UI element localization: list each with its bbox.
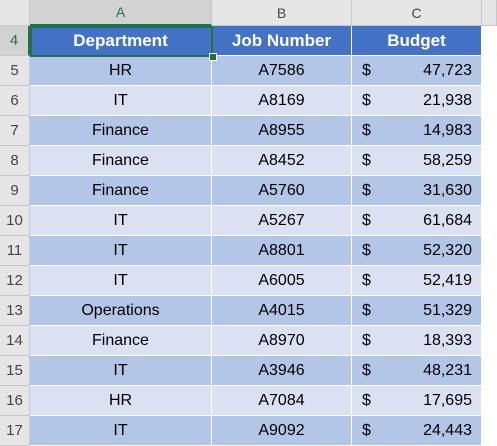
budget-amount: 47,723 <box>423 61 472 79</box>
row-header[interactable]: 7 <box>0 116 30 146</box>
table-cell[interactable]: Operations <box>30 296 212 326</box>
row-header[interactable]: 10 <box>0 206 30 236</box>
table-cell[interactable]: A8452 <box>212 146 352 176</box>
budget-amount: 18,393 <box>423 331 472 349</box>
fill-handle[interactable] <box>209 53 217 61</box>
currency-symbol: $ <box>362 361 371 379</box>
table-cell[interactable]: A5760 <box>212 176 352 206</box>
budget-amount: 61,684 <box>423 211 472 229</box>
table-cell[interactable]: A8955 <box>212 116 352 146</box>
currency-symbol: $ <box>362 421 371 439</box>
currency-symbol: $ <box>362 271 371 289</box>
table-cell[interactable]: A5267 <box>212 206 352 236</box>
currency-symbol: $ <box>362 211 371 229</box>
budget-amount: 21,938 <box>423 91 472 109</box>
table-cell[interactable]: Finance <box>30 116 212 146</box>
table-cell[interactable]: IT <box>30 236 212 266</box>
table-cell[interactable]: Finance <box>30 326 212 356</box>
table-cell[interactable]: Finance <box>30 176 212 206</box>
table-cell[interactable]: A6005 <box>212 266 352 296</box>
table-cell[interactable]: IT <box>30 416 212 446</box>
budget-amount: 17,695 <box>423 391 472 409</box>
table-cell[interactable]: IT <box>30 206 212 236</box>
budget-cell[interactable]: $24,443 <box>352 416 482 446</box>
row-header[interactable]: 15 <box>0 356 30 386</box>
table-cell[interactable]: A8801 <box>212 236 352 266</box>
column-header[interactable]: B <box>212 0 352 26</box>
table-cell[interactable]: HR <box>30 386 212 416</box>
budget-amount: 58,259 <box>423 151 472 169</box>
budget-cell[interactable]: $47,723 <box>352 56 482 86</box>
budget-amount: 51,329 <box>423 301 472 319</box>
budget-cell[interactable]: $51,329 <box>352 296 482 326</box>
budget-cell[interactable]: $21,938 <box>352 86 482 116</box>
currency-symbol: $ <box>362 151 371 169</box>
currency-symbol: $ <box>362 91 371 109</box>
row-header[interactable]: 5 <box>0 56 30 86</box>
row-header[interactable]: 4 <box>0 26 30 56</box>
row-header[interactable]: 9 <box>0 176 30 206</box>
budget-cell[interactable]: $61,684 <box>352 206 482 236</box>
currency-symbol: $ <box>362 331 371 349</box>
currency-symbol: $ <box>362 301 371 319</box>
budget-cell[interactable]: $52,320 <box>352 236 482 266</box>
table-cell[interactable]: A8169 <box>212 86 352 116</box>
budget-amount: 52,419 <box>423 271 472 289</box>
row-header[interactable]: 8 <box>0 146 30 176</box>
table-header[interactable]: Budget <box>352 26 482 56</box>
row-header[interactable]: 13 <box>0 296 30 326</box>
row-header[interactable]: 17 <box>0 416 30 446</box>
budget-cell[interactable]: $14,983 <box>352 116 482 146</box>
table-cell[interactable]: IT <box>30 86 212 116</box>
row-header[interactable]: 14 <box>0 326 30 356</box>
table-cell[interactable]: IT <box>30 266 212 296</box>
table-cell[interactable]: A7586 <box>212 56 352 86</box>
budget-cell[interactable]: $52,419 <box>352 266 482 296</box>
row-header[interactable]: 12 <box>0 266 30 296</box>
budget-amount: 52,320 <box>423 241 472 259</box>
budget-cell[interactable]: $58,259 <box>352 146 482 176</box>
currency-symbol: $ <box>362 391 371 409</box>
budget-cell[interactable]: $17,695 <box>352 386 482 416</box>
row-header[interactable]: 6 <box>0 86 30 116</box>
currency-symbol: $ <box>362 61 371 79</box>
table-cell[interactable]: IT <box>30 356 212 386</box>
column-header[interactable]: C <box>352 0 482 26</box>
table-cell[interactable]: A3946 <box>212 356 352 386</box>
table-cell[interactable]: A7084 <box>212 386 352 416</box>
budget-amount: 31,630 <box>423 181 472 199</box>
table-cell[interactable]: HR <box>30 56 212 86</box>
row-header[interactable]: 11 <box>0 236 30 266</box>
selection-box <box>30 26 213 57</box>
currency-symbol: $ <box>362 121 371 139</box>
row-header[interactable]: 16 <box>0 386 30 416</box>
table-cell[interactable]: Finance <box>30 146 212 176</box>
table-cell[interactable]: A4015 <box>212 296 352 326</box>
budget-cell[interactable]: $18,393 <box>352 326 482 356</box>
budget-amount: 14,983 <box>423 121 472 139</box>
budget-amount: 48,231 <box>423 361 472 379</box>
corner <box>0 0 30 26</box>
budget-cell[interactable]: $31,630 <box>352 176 482 206</box>
column-header[interactable]: A <box>30 0 212 26</box>
currency-symbol: $ <box>362 181 371 199</box>
table-cell[interactable]: A8970 <box>212 326 352 356</box>
budget-amount: 24,443 <box>423 421 472 439</box>
currency-symbol: $ <box>362 241 371 259</box>
table-header[interactable]: Job Number <box>212 26 352 56</box>
budget-cell[interactable]: $48,231 <box>352 356 482 386</box>
table-header[interactable]: Department <box>30 26 212 56</box>
column-header-empty <box>482 0 497 26</box>
table-cell[interactable]: A9092 <box>212 416 352 446</box>
